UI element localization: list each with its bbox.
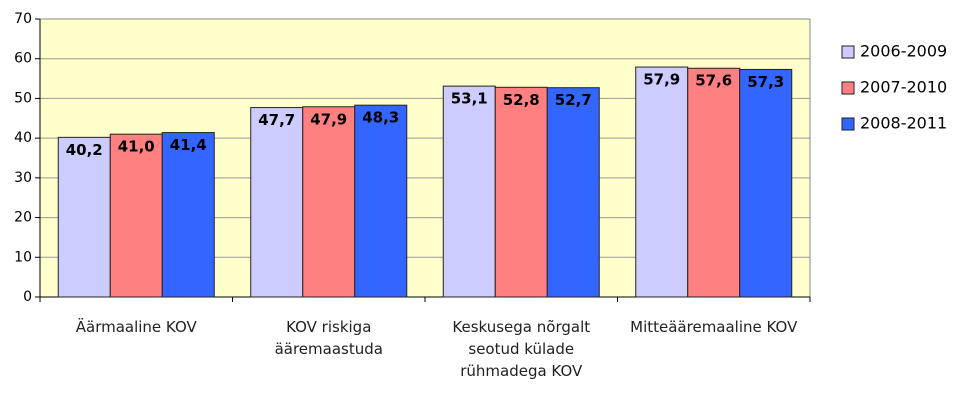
bar xyxy=(494,86,548,298)
value-label: 57,6 xyxy=(695,72,732,90)
y-tick-label: 10 xyxy=(14,249,32,265)
bar xyxy=(739,68,793,298)
bar xyxy=(57,136,111,298)
value-label: 52,7 xyxy=(555,91,592,109)
value-label: 41,0 xyxy=(118,138,155,156)
y-tick-label: 70 xyxy=(14,11,32,27)
value-label: 47,9 xyxy=(310,110,347,128)
bar xyxy=(442,85,496,298)
legend-swatch xyxy=(841,45,855,59)
x-tick-label: KOV riskiga ääremaastuda xyxy=(274,318,383,358)
bar xyxy=(354,104,408,298)
legend-label: 2007-2010 xyxy=(860,78,947,97)
y-tick-label: 50 xyxy=(14,90,32,106)
legend-label: 2008-2011 xyxy=(860,114,947,133)
bar xyxy=(687,67,741,298)
legend-swatch xyxy=(841,117,855,131)
value-label: 57,3 xyxy=(747,73,784,91)
value-label: 52,8 xyxy=(503,91,540,109)
legend-label: 2006-2009 xyxy=(860,42,947,61)
bar xyxy=(635,66,689,298)
value-label: 48,3 xyxy=(362,109,399,127)
y-tick-label: 0 xyxy=(23,289,32,305)
value-label: 47,7 xyxy=(258,111,295,129)
bar xyxy=(546,87,600,298)
x-tick-label: Mitteääremaaline KOV xyxy=(630,318,798,336)
bar xyxy=(109,133,163,298)
value-label: 41,4 xyxy=(170,136,207,154)
x-tick-label: Äärmaaline KOV xyxy=(75,318,197,336)
y-tick-label: 20 xyxy=(14,210,32,226)
value-label: 40,2 xyxy=(66,141,103,159)
bar xyxy=(250,107,304,298)
y-tick-label: 60 xyxy=(14,51,32,67)
bar xyxy=(302,106,356,298)
y-tick-label: 40 xyxy=(14,130,32,146)
bar xyxy=(161,132,215,298)
legend-swatch xyxy=(841,81,855,95)
x-tick-label: Keskusega nõrgalt seotud külade rühmadeg… xyxy=(452,318,591,380)
value-label: 57,9 xyxy=(643,71,680,89)
y-tick-label: 30 xyxy=(14,170,32,186)
value-label: 53,1 xyxy=(451,90,488,108)
